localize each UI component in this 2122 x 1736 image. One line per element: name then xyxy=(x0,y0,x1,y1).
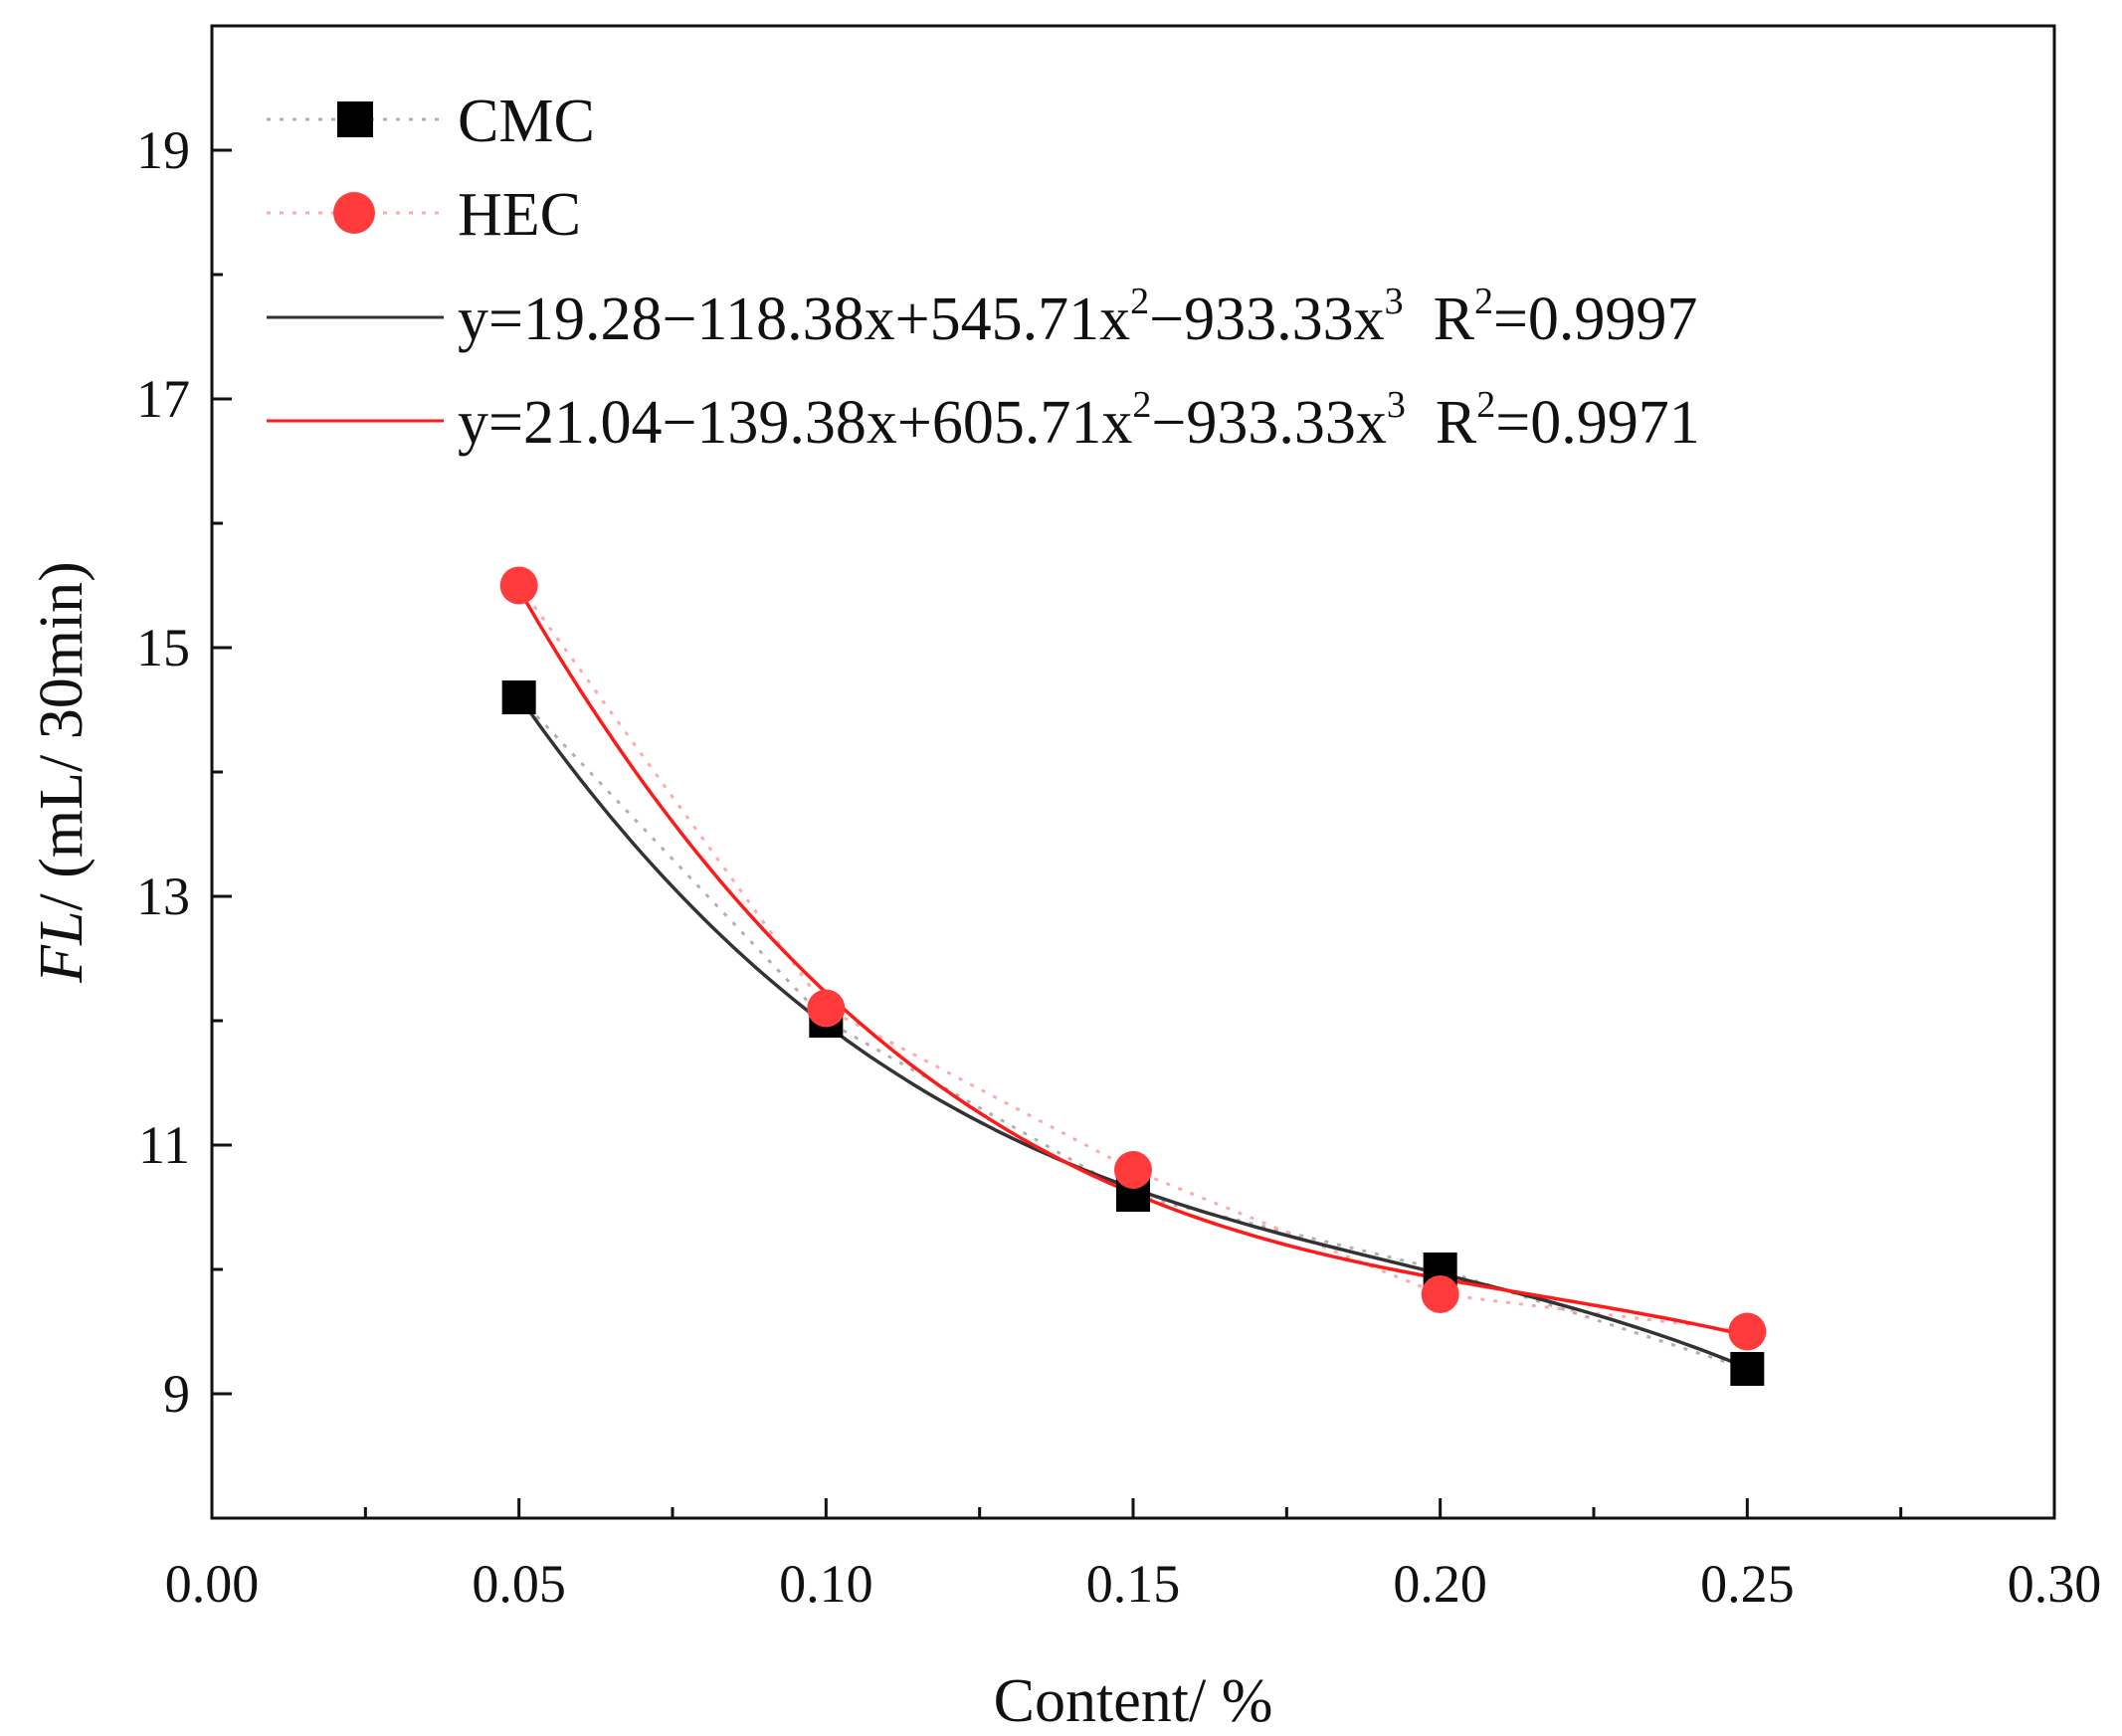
y-tick-label: 17 xyxy=(136,369,190,429)
x-axis-ticks: 0.00 0.05 0.10 0.15 0.20 0.25 0.30 xyxy=(165,1498,2102,1614)
point-cmc xyxy=(1730,1352,1765,1386)
y-tick-label: 19 xyxy=(136,120,190,180)
legend: CMC HEC y=19.28−118.38x+545.71x2−933.33x… xyxy=(267,88,1700,457)
x-tick-label: 0.05 xyxy=(472,1554,566,1614)
point-hec xyxy=(807,989,846,1028)
hec-eq-mid: −933.33x xyxy=(1151,389,1386,457)
legend-hec-fit-equation: y=21.04−139.38x+605.71x2−933.33x3 R2=0.99… xyxy=(458,384,1700,457)
point-hec xyxy=(1421,1275,1459,1313)
cmc-r2-exp: 2 xyxy=(1474,281,1493,322)
legend-hec-label: HEC xyxy=(458,181,581,249)
cmc-eq-exp3: 3 xyxy=(1385,281,1404,322)
y-tick-label: 9 xyxy=(163,1364,190,1424)
hec-r2-exp: 2 xyxy=(1476,384,1495,426)
legend-item-cmc: CMC xyxy=(267,88,595,155)
x-tick-label: 0.00 xyxy=(165,1554,260,1614)
hec-eq-exp2: 2 xyxy=(1132,384,1151,426)
x-tick-label: 0.15 xyxy=(1086,1554,1181,1614)
y-axis-ticks: 9 11 13 15 17 19 xyxy=(136,24,232,1520)
data-points xyxy=(499,566,1767,1386)
legend-cmc-label: CMC xyxy=(458,88,595,155)
y-tick-label: 11 xyxy=(138,1115,190,1175)
cmc-r2-label: R xyxy=(1434,286,1475,353)
hec-eq-exp3: 3 xyxy=(1387,384,1406,426)
legend-item-hec: HEC xyxy=(267,181,581,249)
hec-eq-prefix: y=21.04−139.38x+605.71x xyxy=(458,389,1132,457)
x-tick-label: 0.25 xyxy=(1700,1554,1795,1614)
legend-cmc-fit-equation: y=19.28−118.38x+545.71x2−933.33x3 R2=0.99… xyxy=(458,281,1697,353)
legend-hec-circle-marker xyxy=(333,192,375,234)
y-axis-title-rest: / (mL/ 30min) xyxy=(28,561,96,910)
legend-cmc-square-marker xyxy=(337,101,373,137)
x-tick-label: 0.10 xyxy=(779,1554,873,1614)
y-tick-label: 13 xyxy=(136,867,190,926)
cmc-eq-mid: −933.33x xyxy=(1149,286,1384,353)
point-hec xyxy=(1114,1151,1152,1189)
y-tick-label: 15 xyxy=(136,618,190,677)
legend-item-cmc-fit: y=19.28−118.38x+545.71x2−933.33x3 R2=0.99… xyxy=(267,281,1697,353)
hec-r2-value: =0.9971 xyxy=(1495,389,1699,457)
x-axis-title: Content/ % xyxy=(994,1667,1273,1735)
legend-item-hec-fit: y=21.04−139.38x+605.71x2−933.33x3 R2=0.99… xyxy=(267,384,1700,457)
cmc-r2-value: =0.9997 xyxy=(1493,286,1697,353)
x-tick-label: 0.30 xyxy=(2008,1554,2102,1614)
y-axis-title-italic: FL xyxy=(28,910,96,983)
point-hec xyxy=(1728,1312,1767,1351)
point-cmc xyxy=(501,680,536,714)
x-tick-label: 0.20 xyxy=(1393,1554,1487,1614)
point-hec xyxy=(499,566,538,605)
y-axis-title: FL/ (mL/ 30min) xyxy=(28,561,96,984)
hec-r2-label: R xyxy=(1436,389,1477,457)
cmc-eq-prefix: y=19.28−118.38x+545.71x xyxy=(458,286,1130,353)
cmc-eq-exp2: 2 xyxy=(1130,281,1149,322)
